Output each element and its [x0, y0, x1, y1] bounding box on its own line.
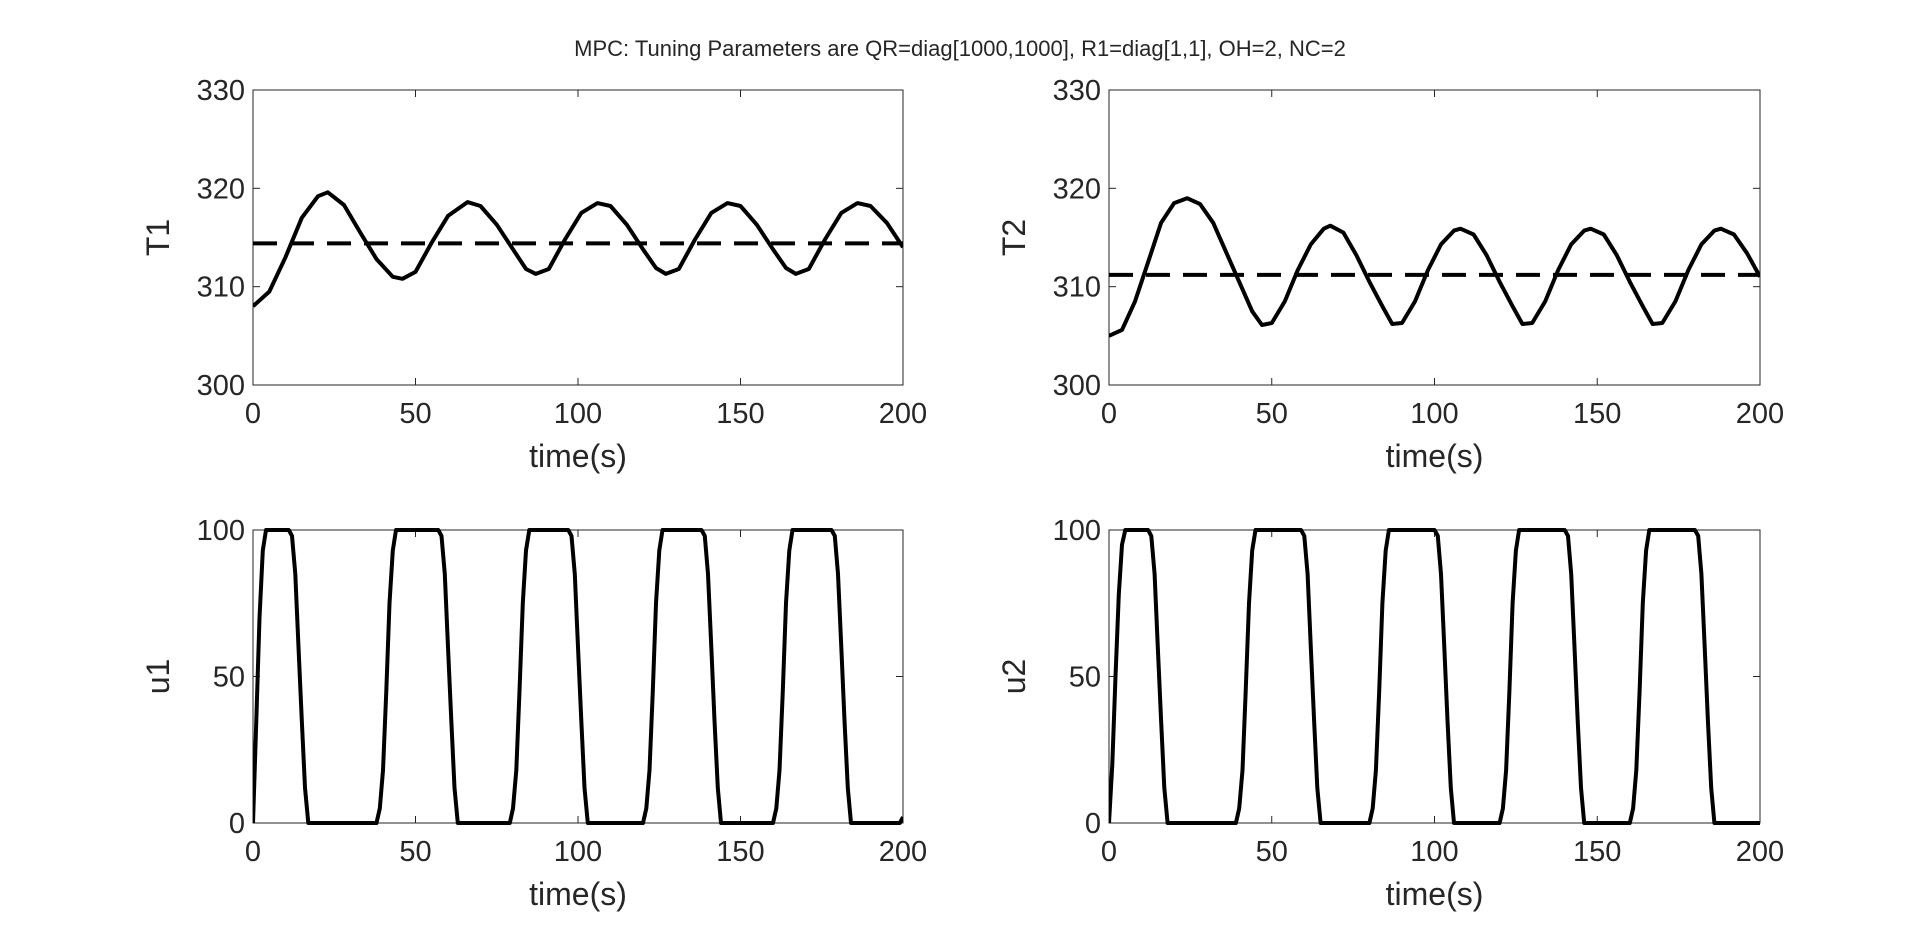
response-line [1109, 196, 1760, 338]
y-tick-label: 0 [1085, 808, 1101, 840]
subplot-top-right: 0 50 100 150 200 300 310 320 330 time(s) T2 [996, 75, 1784, 474]
x-tick-label: 100 [1410, 398, 1458, 430]
y-tick-label: 320 [1053, 173, 1101, 205]
y-tick-label: 100 [197, 515, 245, 547]
y-tick-label: 310 [1053, 272, 1101, 304]
y-tick-label: 300 [197, 370, 245, 402]
y-tick-label: 50 [213, 662, 245, 694]
plot-area [1108, 89, 1761, 386]
x-tick-label: 100 [554, 836, 602, 868]
subplot-bottom-left: 0 50 100 150 200 0 50 100 time(s) u1 [140, 515, 927, 912]
x-tick-label: 100 [554, 398, 602, 430]
y-tick-label: 300 [1053, 370, 1101, 402]
y-axis-label: T1 [140, 219, 176, 256]
x-tick-label: 50 [399, 836, 431, 868]
y-tick-label: 50 [1069, 662, 1101, 694]
x-tick-label: 150 [716, 398, 764, 430]
plot-area [252, 89, 904, 386]
x-axis-label: time(s) [1386, 876, 1484, 912]
x-tick-label: 100 [1410, 836, 1458, 868]
x-tick-label: 200 [1736, 398, 1784, 430]
x-tick-label: 200 [879, 836, 927, 868]
x-tick-label: 50 [1256, 836, 1288, 868]
x-tick-label: 0 [1101, 836, 1117, 868]
x-tick-label: 50 [399, 398, 431, 430]
x-tick-label: 0 [1101, 398, 1117, 430]
y-tick-label: 0 [229, 808, 245, 840]
plot-area [1108, 529, 1761, 824]
x-tick-label: 0 [245, 836, 261, 868]
y-tick-label: 330 [197, 75, 245, 107]
axes-layer: 0 50 100 150 200 300 310 320 330 time(s) T1 0 50 100 1… [140, 75, 1784, 912]
x-axis-label: time(s) [529, 876, 627, 912]
response-line [253, 528, 903, 825]
y-axis-label: u2 [996, 659, 1032, 695]
x-tick-label: 0 [245, 398, 261, 430]
x-tick-label: 200 [1736, 836, 1784, 868]
x-tick-label: 150 [716, 836, 764, 868]
x-tick-label: 150 [1573, 836, 1621, 868]
x-axis-label: time(s) [1386, 438, 1484, 474]
y-tick-label: 100 [1053, 515, 1101, 547]
x-tick-label: 50 [1256, 398, 1288, 430]
subplot-bottom-right: 0 50 100 150 200 0 50 100 time(s) u2 [996, 515, 1784, 912]
y-axis-label: u1 [140, 659, 176, 695]
x-tick-label: 200 [879, 398, 927, 430]
response-line [1109, 528, 1760, 825]
subplot-top-left: 0 50 100 150 200 300 310 320 330 time(s) T1 [140, 75, 927, 474]
x-tick-label: 150 [1573, 398, 1621, 430]
y-tick-label: 310 [197, 272, 245, 304]
x-axis-label: time(s) [529, 438, 627, 474]
y-axis-label: T2 [996, 219, 1032, 256]
y-tick-label: 320 [197, 173, 245, 205]
figure-title: MPC: Tuning Parameters are QR=diag[1000,… [574, 36, 1346, 61]
y-tick-label: 330 [1053, 75, 1101, 107]
